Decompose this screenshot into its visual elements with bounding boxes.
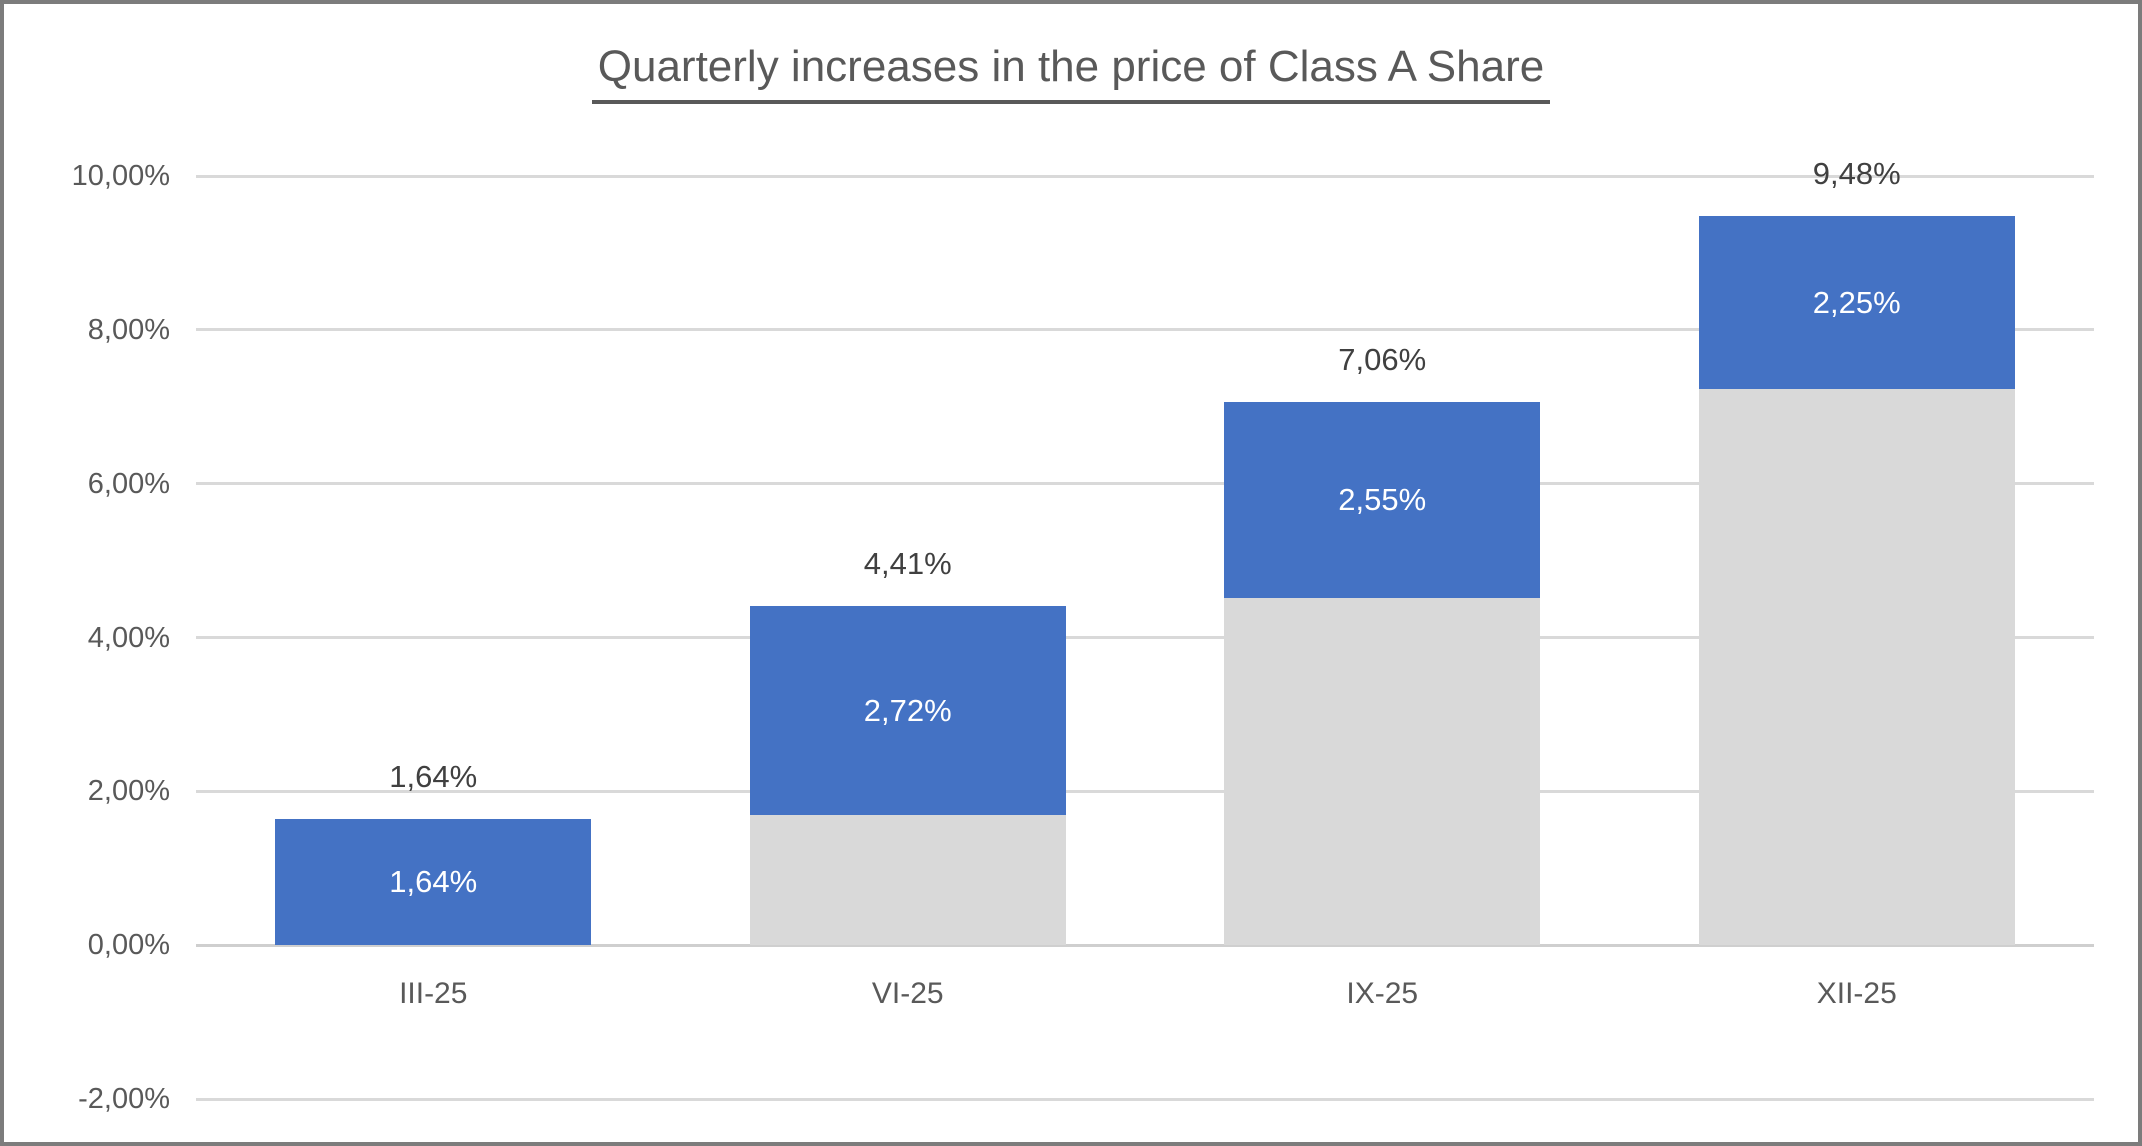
segment-data-label: 2,25% xyxy=(1812,284,1901,320)
gridline xyxy=(196,482,2094,486)
total-data-label: 1,64% xyxy=(389,759,478,795)
total-data-label: 7,06% xyxy=(1338,342,1427,378)
segment-data-label: 2,55% xyxy=(1338,482,1427,518)
chart-title-row: Quarterly increases in the price of Clas… xyxy=(4,42,2138,104)
gridline xyxy=(196,636,2094,639)
x-axis-category-label: VI-25 xyxy=(871,977,944,1010)
bar-segment-increase[interactable]: 2,55% xyxy=(1224,402,1541,599)
y-axis-tick-label: 6,00% xyxy=(87,467,170,500)
y-axis-tick-label: 0,00% xyxy=(87,929,170,962)
y-axis-tick-label: 2,00% xyxy=(87,775,170,808)
bar-segment-increase[interactable]: 2,25% xyxy=(1698,215,2015,390)
segment-data-label: 2,72% xyxy=(863,692,952,728)
x-axis-category-label: III-25 xyxy=(399,977,468,1010)
plot-area: 10,00% 8,00% 6,00% 4,00% 2,00% 0,00% -2,00% 1,6… xyxy=(4,4,2138,1142)
y-axis-tick-label: 4,00% xyxy=(87,621,170,654)
bar-segment-base[interactable] xyxy=(749,815,1066,946)
x-axis-category-label: IX-25 xyxy=(1346,977,1419,1010)
y-axis-tick-label: -2,00% xyxy=(78,1083,170,1115)
gridline xyxy=(196,328,2094,332)
bar-segment-increase[interactable]: 1,64% xyxy=(275,819,592,946)
bar-segment-base[interactable] xyxy=(1224,598,1541,946)
gridline xyxy=(196,174,2094,178)
x-axis-line xyxy=(196,943,2094,947)
chart-title: Quarterly increases in the price of Clas… xyxy=(591,42,1551,104)
y-axis-tick-label: 10,00% xyxy=(71,160,170,192)
total-data-label: 4,41% xyxy=(863,545,952,581)
gridline xyxy=(196,789,2094,793)
segment-data-label: 1,64% xyxy=(389,864,478,900)
gridline xyxy=(196,1097,2094,1101)
bar-segment-base[interactable] xyxy=(1698,389,2015,946)
total-data-label: 9,48% xyxy=(1812,155,1901,191)
x-axis-category-label: XII-25 xyxy=(1816,977,1897,1010)
y-axis-tick-label: 8,00% xyxy=(87,313,170,346)
bar-segment-increase[interactable]: 2,72% xyxy=(749,605,1066,816)
